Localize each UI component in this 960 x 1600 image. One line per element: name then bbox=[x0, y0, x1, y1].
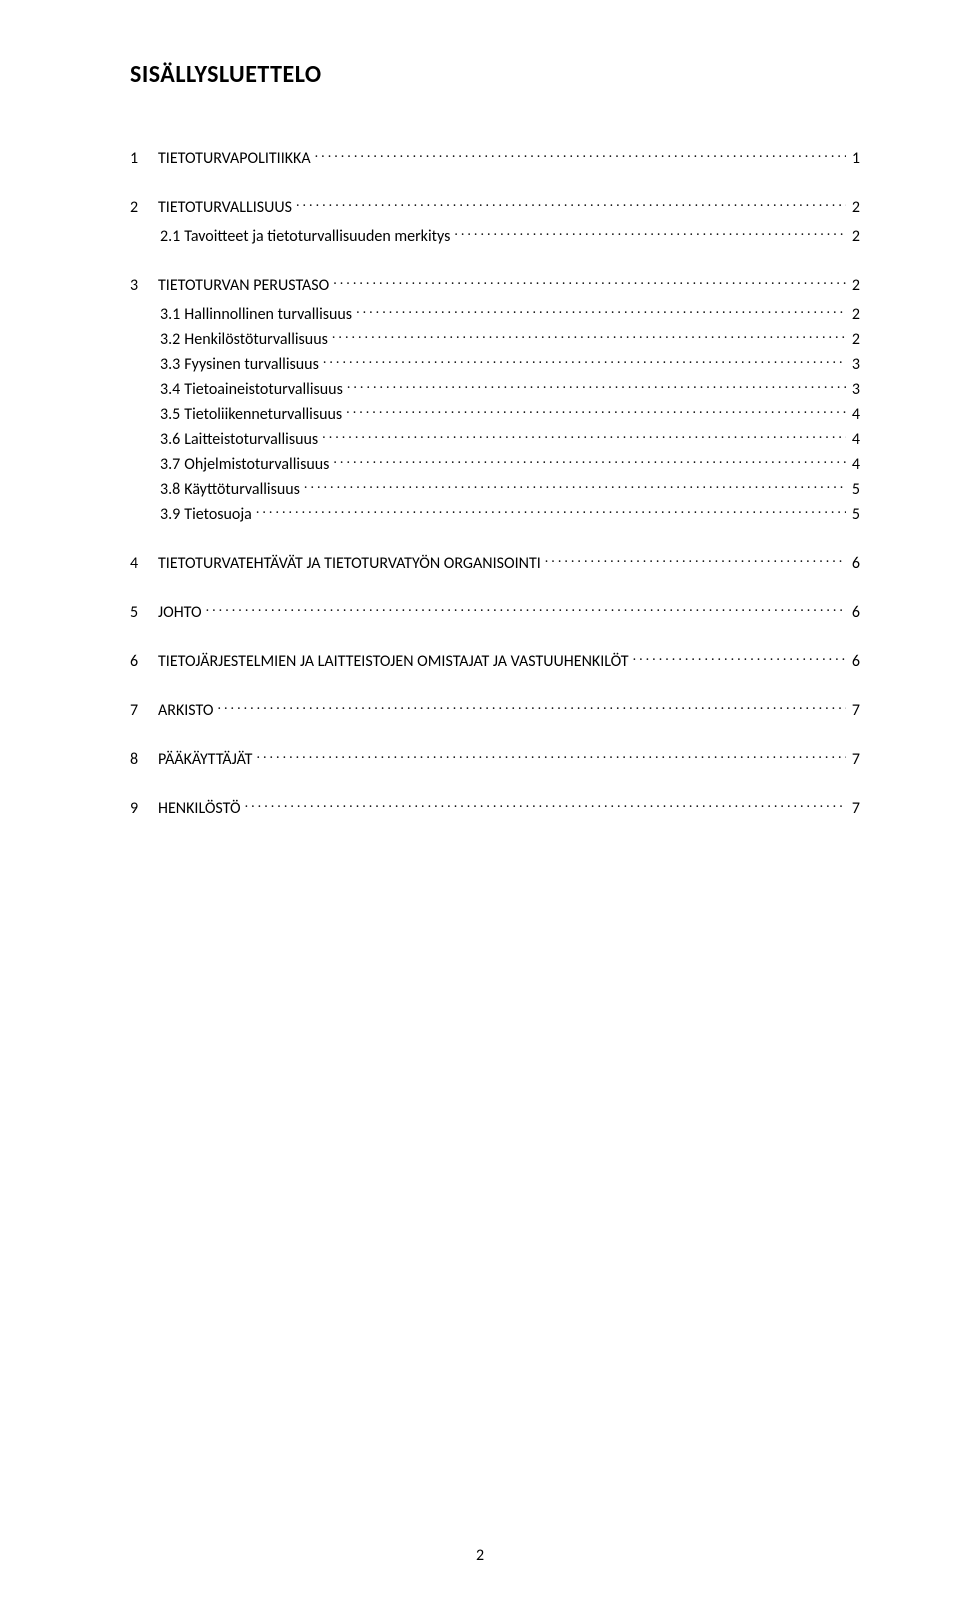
toc-entry-page: 5 bbox=[850, 505, 860, 524]
toc-entry-label: HENKILÖSTÖ bbox=[158, 799, 241, 818]
toc-entry-label: TIETOTURVAN PERUSTASO bbox=[158, 276, 329, 295]
toc-entry-label: Käyttöturvallisuus bbox=[184, 480, 300, 499]
toc-entry-label: Tietoaineistoturvallisuus bbox=[184, 380, 343, 399]
toc-leader-dots bbox=[296, 196, 846, 212]
toc-entry-page: 2 bbox=[850, 330, 860, 349]
toc-leader-dots bbox=[304, 478, 846, 494]
toc-entry-number: 5 bbox=[130, 603, 158, 622]
toc-leader-dots bbox=[206, 601, 846, 617]
toc-row: 6 TIETOJÄRJESTELMIEN JA LAITTEISTOJEN OM… bbox=[130, 650, 860, 671]
toc-entry-page: 4 bbox=[850, 430, 860, 449]
toc-entry-number: 3.3 bbox=[160, 355, 180, 374]
toc-entry-number: 3.8 bbox=[160, 480, 180, 499]
toc-entry-number: 3.9 bbox=[160, 505, 180, 524]
toc-entry-label: Tavoitteet ja tietoturvallisuuden merkit… bbox=[184, 227, 450, 246]
toc-row: 4 TIETOTURVATEHTÄVÄT JA TIETOTURVATYÖN O… bbox=[130, 552, 860, 573]
toc-entry-label: TIETOTURVALLISUUS bbox=[158, 198, 292, 217]
toc-row: 3 TIETOTURVAN PERUSTASO 2 bbox=[130, 274, 860, 295]
toc-entry-page: 3 bbox=[850, 355, 860, 374]
toc-row: 2 TIETOTURVALLISUUS2 bbox=[130, 196, 860, 217]
toc-entry-label: Fyysinen turvallisuus bbox=[184, 355, 319, 374]
toc-entry-label: TIETOTURVAPOLITIIKKA bbox=[158, 149, 311, 168]
toc-entry-label: ARKISTO bbox=[158, 701, 213, 720]
toc-entry-page: 2 bbox=[850, 305, 860, 324]
toc-entry-page: 7 bbox=[850, 701, 860, 720]
toc-leader-dots bbox=[346, 403, 846, 419]
toc-leader-dots bbox=[545, 552, 846, 568]
toc-leader-dots bbox=[633, 650, 846, 666]
page-number-footer: 2 bbox=[0, 1546, 960, 1565]
toc-leader-dots bbox=[333, 274, 846, 290]
toc-entry-label: Laitteistoturvallisuus bbox=[184, 430, 318, 449]
toc-entry-page: 6 bbox=[850, 554, 860, 573]
toc-entry-label: JOHTO bbox=[158, 603, 202, 622]
toc-row: 3.4 Tietoaineistoturvallisuus 3 bbox=[160, 378, 860, 399]
toc-entry-number: 6 bbox=[130, 652, 158, 671]
toc-leader-dots bbox=[356, 303, 846, 319]
toc-entry-label: Hallinnollinen turvallisuus bbox=[184, 305, 352, 324]
toc-entry-number: 1 bbox=[130, 149, 158, 168]
toc-entry-number: 8 bbox=[130, 750, 158, 769]
toc-entry-label: TIETOJÄRJESTELMIEN JA LAITTEISTOJEN OMIS… bbox=[158, 652, 629, 671]
toc-row: 5 JOHTO 6 bbox=[130, 601, 860, 622]
toc-entry-page: 4 bbox=[850, 405, 860, 424]
toc-entry-page: 6 bbox=[850, 603, 860, 622]
toc-entry-page: 3 bbox=[850, 380, 860, 399]
toc-entry-number: 3.5 bbox=[160, 405, 180, 424]
toc-entry-page: 6 bbox=[850, 652, 860, 671]
toc-entry-number: 2 bbox=[130, 198, 158, 217]
toc-entry-number: 3.2 bbox=[160, 330, 180, 349]
toc-entry-number: 7 bbox=[130, 701, 158, 720]
toc-entry-label: TIETOTURVATEHTÄVÄT JA TIETOTURVATYÖN ORG… bbox=[158, 554, 541, 573]
toc-entry-page: 5 bbox=[850, 480, 860, 499]
toc-leader-dots bbox=[333, 453, 846, 469]
toc-leader-dots bbox=[217, 699, 845, 715]
toc-entry-label: Henkilöstöturvallisuus bbox=[184, 330, 328, 349]
toc-leader-dots bbox=[256, 748, 845, 764]
toc-leader-dots bbox=[323, 353, 846, 369]
toc-leader-dots bbox=[245, 797, 846, 813]
toc-entry-label: Tietosuoja bbox=[184, 505, 252, 524]
toc-row: 2.1 Tavoitteet ja tietoturvallisuuden me… bbox=[160, 225, 860, 246]
toc-row: 9 HENKILÖSTÖ 7 bbox=[130, 797, 860, 818]
toc-entry-page: 4 bbox=[850, 455, 860, 474]
doc-title: SISÄLLYSLUETTELO bbox=[130, 60, 860, 89]
toc-row: 3.9 Tietosuoja 5 bbox=[160, 503, 860, 524]
toc-row: 3.3 Fyysinen turvallisuus 3 bbox=[160, 353, 860, 374]
toc-row: 3.2 Henkilöstöturvallisuus 2 bbox=[160, 328, 860, 349]
toc-entry-number: 3.4 bbox=[160, 380, 180, 399]
toc-entry-page: 7 bbox=[850, 799, 860, 818]
toc-row: 3.5 Tietoliikenneturvallisuus 4 bbox=[160, 403, 860, 424]
toc-leader-dots bbox=[256, 503, 846, 519]
toc-entry-number: 3.7 bbox=[160, 455, 180, 474]
toc-row: 3.1 Hallinnollinen turvallisuus 2 bbox=[160, 303, 860, 324]
toc-entry-number: 4 bbox=[130, 554, 158, 573]
toc-leader-dots bbox=[315, 147, 846, 163]
toc-row: 3.7 Ohjelmistoturvallisuus 4 bbox=[160, 453, 860, 474]
toc-row: 7 ARKISTO7 bbox=[130, 699, 860, 720]
toc-entry-page: 1 bbox=[850, 149, 860, 168]
toc-leader-dots bbox=[454, 225, 846, 241]
toc-row: 3.6 Laitteistoturvallisuus 4 bbox=[160, 428, 860, 449]
toc-row: 8 PÄÄKÄYTTÄJÄT 7 bbox=[130, 748, 860, 769]
page-container: SISÄLLYSLUETTELO 1 TIETOTURVAPOLITIIKKA1… bbox=[0, 0, 960, 1600]
toc-leader-dots bbox=[332, 328, 846, 344]
toc-entry-page: 7 bbox=[850, 750, 860, 769]
toc-entry-page: 2 bbox=[850, 276, 860, 295]
toc-entry-number: 9 bbox=[130, 799, 158, 818]
toc-entry-number: 2.1 bbox=[160, 227, 180, 246]
toc-entry-page: 2 bbox=[850, 227, 860, 246]
toc-entry-page: 2 bbox=[850, 198, 860, 217]
toc-entry-label: Ohjelmistoturvallisuus bbox=[184, 455, 329, 474]
toc-leader-dots bbox=[347, 378, 846, 394]
toc-leader-dots bbox=[322, 428, 846, 444]
toc-entry-number: 3.1 bbox=[160, 305, 180, 324]
toc-row: 1 TIETOTURVAPOLITIIKKA1 bbox=[130, 147, 860, 168]
table-of-contents: 1 TIETOTURVAPOLITIIKKA12 TIETOTURVALLISU… bbox=[130, 147, 860, 818]
toc-entry-number: 3 bbox=[130, 276, 158, 295]
toc-entry-number: 3.6 bbox=[160, 430, 180, 449]
toc-entry-label: Tietoliikenneturvallisuus bbox=[184, 405, 342, 424]
toc-entry-label: PÄÄKÄYTTÄJÄT bbox=[158, 750, 252, 769]
toc-row: 3.8 Käyttöturvallisuus 5 bbox=[160, 478, 860, 499]
